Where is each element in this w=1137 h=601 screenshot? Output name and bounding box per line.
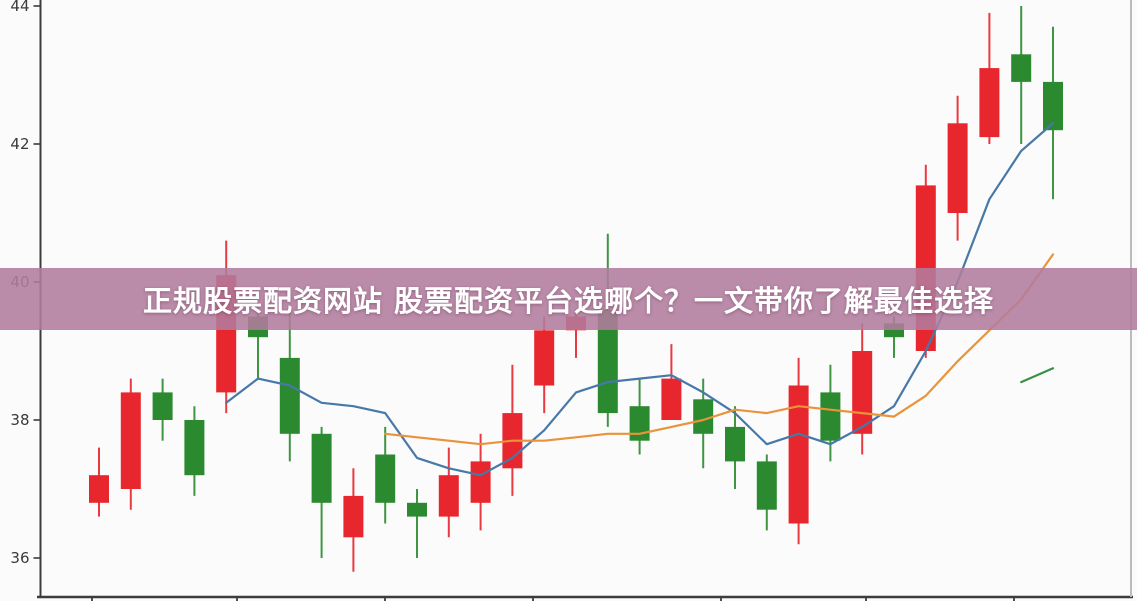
candle-body-20 — [693, 399, 714, 434]
ma-short-blue — [225, 122, 1055, 477]
candle-body-30 — [1011, 54, 1032, 82]
candle-body-22 — [756, 461, 777, 510]
ma-long-orange — [384, 253, 1055, 446]
candle-body-3 — [152, 392, 173, 420]
y-tick-label: 36 — [10, 549, 29, 567]
candle-body-15 — [534, 330, 555, 386]
candle-body-9 — [343, 495, 364, 538]
candle-body-7 — [279, 357, 300, 434]
headline-text: 正规股票配资网站 股票配资平台选哪个？一文带你了解最佳选择 — [142, 284, 995, 318]
candle-body-24 — [820, 392, 841, 441]
candle-body-28 — [947, 123, 968, 213]
y-tick-label: 44 — [10, 0, 29, 15]
candle-body-29 — [979, 68, 1000, 138]
candle-body-8 — [311, 433, 332, 503]
candle-body-23 — [788, 385, 809, 524]
candle-body-19 — [661, 378, 682, 420]
green-dash-segment — [1020, 367, 1055, 384]
headline-banner: 正规股票配资网站 股票配资平台选哪个？一文带你了解最佳选择 — [0, 268, 1137, 330]
candle-body-1 — [89, 475, 109, 503]
candle-body-31 — [1043, 81, 1063, 131]
candle-body-18 — [629, 406, 650, 441]
candle-body-17 — [597, 309, 618, 414]
candle-body-11 — [407, 502, 427, 517]
candle-body-2 — [120, 392, 141, 489]
y-tick-label: 38 — [10, 411, 29, 429]
candle-body-13 — [470, 461, 491, 503]
candle-body-10 — [375, 454, 396, 503]
candle-body-12 — [438, 475, 459, 517]
y-tick-label: 42 — [10, 135, 29, 153]
candle-body-21 — [725, 426, 745, 462]
candle-body-4 — [184, 420, 205, 476]
